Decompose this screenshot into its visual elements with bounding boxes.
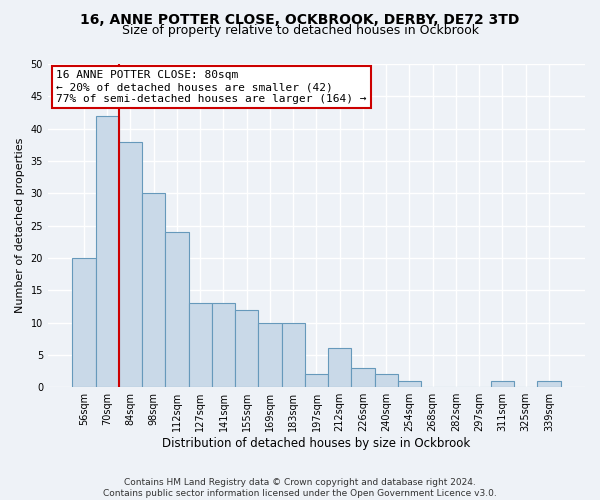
- Bar: [398, 380, 421, 387]
- Bar: [305, 374, 328, 387]
- Bar: [119, 142, 142, 387]
- Bar: [538, 380, 560, 387]
- Text: 16 ANNE POTTER CLOSE: 80sqm
← 20% of detached houses are smaller (42)
77% of sem: 16 ANNE POTTER CLOSE: 80sqm ← 20% of det…: [56, 70, 367, 104]
- Bar: [166, 232, 188, 387]
- Bar: [352, 368, 374, 387]
- Bar: [374, 374, 398, 387]
- X-axis label: Distribution of detached houses by size in Ockbrook: Distribution of detached houses by size …: [163, 437, 470, 450]
- Bar: [212, 303, 235, 387]
- Bar: [95, 116, 119, 387]
- Text: 16, ANNE POTTER CLOSE, OCKBROOK, DERBY, DE72 3TD: 16, ANNE POTTER CLOSE, OCKBROOK, DERBY, …: [80, 12, 520, 26]
- Text: Contains HM Land Registry data © Crown copyright and database right 2024.
Contai: Contains HM Land Registry data © Crown c…: [103, 478, 497, 498]
- Bar: [259, 322, 281, 387]
- Bar: [235, 310, 259, 387]
- Y-axis label: Number of detached properties: Number of detached properties: [15, 138, 25, 314]
- Text: Size of property relative to detached houses in Ockbrook: Size of property relative to detached ho…: [121, 24, 479, 37]
- Bar: [491, 380, 514, 387]
- Bar: [188, 303, 212, 387]
- Bar: [281, 322, 305, 387]
- Bar: [328, 348, 352, 387]
- Bar: [142, 194, 166, 387]
- Bar: [73, 258, 95, 387]
